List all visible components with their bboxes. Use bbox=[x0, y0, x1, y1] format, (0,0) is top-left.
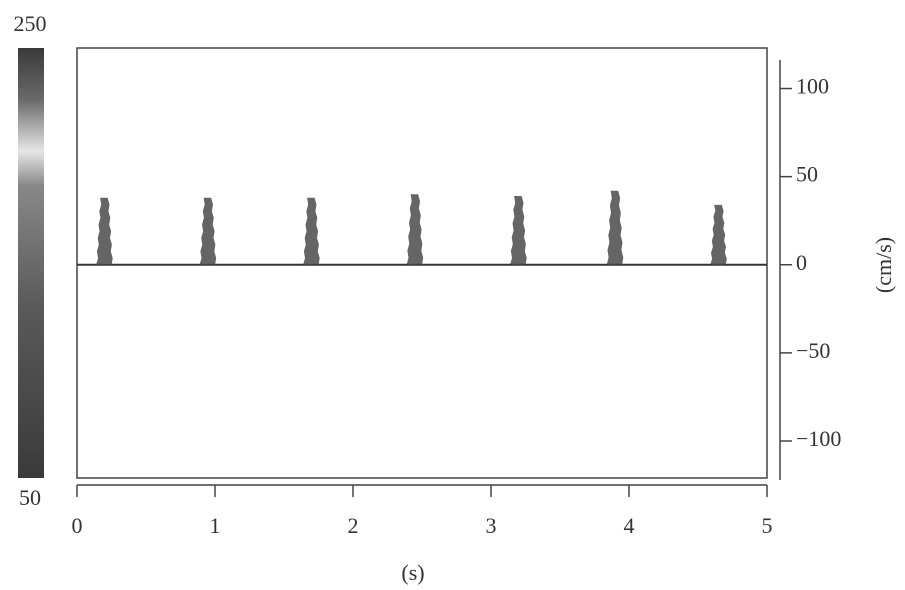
colorbar-min-label: 50 bbox=[19, 485, 41, 510]
y-tick-label: 0 bbox=[796, 250, 807, 275]
y-tick-label: −100 bbox=[796, 426, 841, 451]
doppler-spike bbox=[199, 197, 217, 265]
doppler-spike bbox=[96, 197, 113, 265]
y-tick-label: 100 bbox=[796, 74, 829, 99]
doppler-spike bbox=[710, 204, 727, 265]
x-tick-label: 2 bbox=[348, 513, 359, 538]
doppler-spike bbox=[606, 190, 624, 265]
x-tick-label: 0 bbox=[72, 513, 83, 538]
doppler-spike bbox=[303, 197, 320, 265]
colorbar-max-label: 250 bbox=[14, 11, 47, 36]
x-tick-label: 5 bbox=[762, 513, 773, 538]
x-tick-label: 3 bbox=[486, 513, 497, 538]
doppler-spike bbox=[406, 194, 424, 265]
doppler-spike bbox=[510, 196, 527, 265]
x-tick-label: 1 bbox=[210, 513, 221, 538]
plot-frame bbox=[76, 47, 768, 479]
y-tick-label: 50 bbox=[796, 162, 818, 187]
colorbar bbox=[18, 48, 44, 478]
y-axis-label: (cm/s) bbox=[871, 237, 896, 293]
y-tick-label: −50 bbox=[796, 338, 830, 363]
x-tick-label: 4 bbox=[624, 513, 635, 538]
x-axis-label: (s) bbox=[401, 560, 424, 585]
